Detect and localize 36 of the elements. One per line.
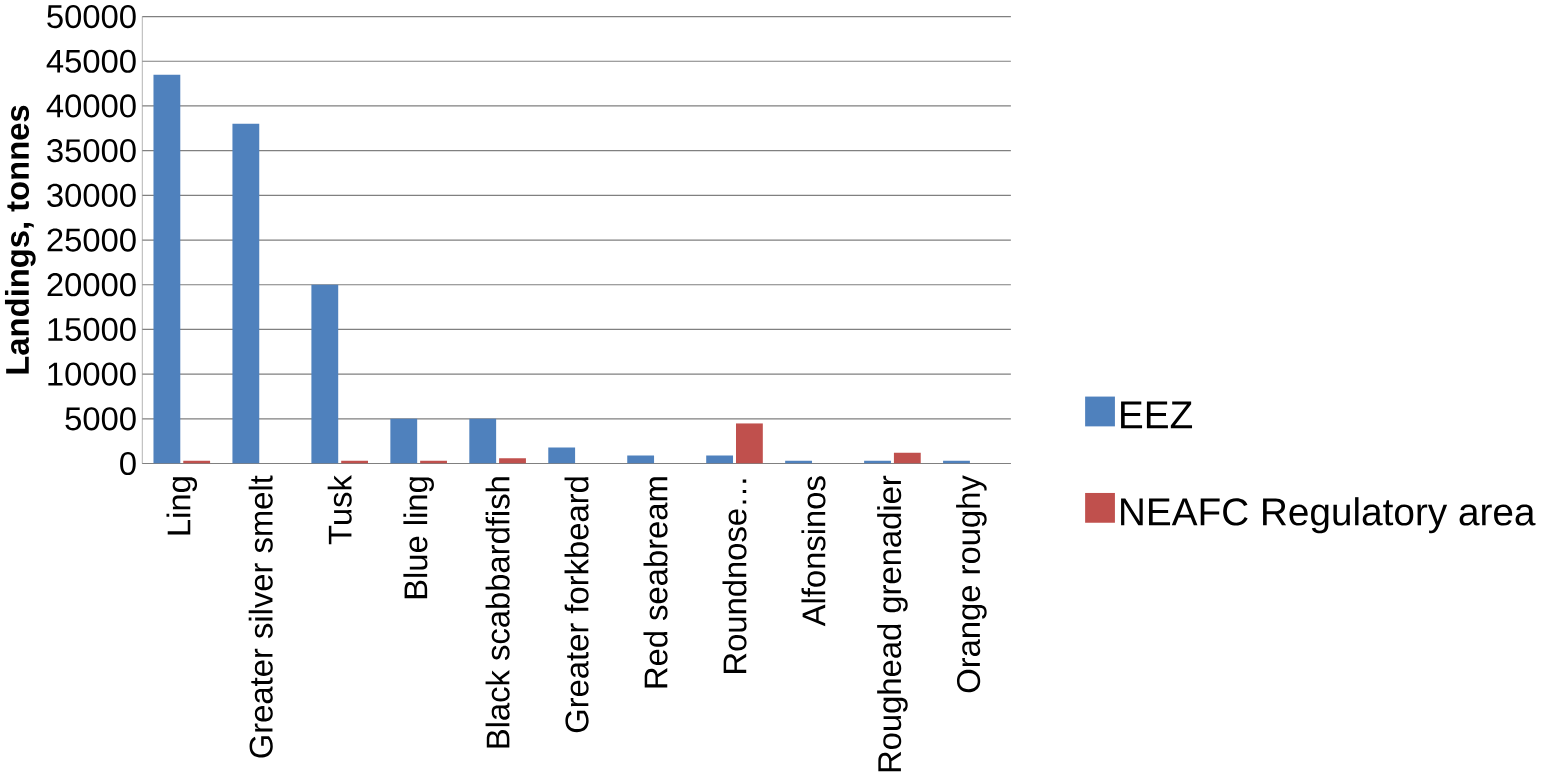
bar <box>390 418 418 464</box>
x-tick-label: Roundnose… <box>722 479 747 673</box>
x-tick-label: Roughead grenadier <box>877 475 908 772</box>
bar <box>893 452 921 464</box>
bar <box>499 458 526 464</box>
x-tick-label: Blue ling <box>403 477 434 599</box>
x-tick-label: Greater forkbeard <box>564 477 589 733</box>
y-axis-title: Landings, tonnes <box>4 105 36 374</box>
y-tick-label: 10000 <box>48 362 136 386</box>
y-tick-label: 40000 <box>46 94 136 118</box>
legend-label: EEZ <box>1121 401 1193 429</box>
bar <box>469 418 497 464</box>
y-tick-label: 35000 <box>47 139 136 163</box>
x-tick-label: Red seabream <box>643 477 668 688</box>
bar <box>706 455 734 464</box>
x-tick-label: Alfonsinos <box>801 476 826 627</box>
legend-label: NEAFC Regulatory area <box>1121 497 1536 534</box>
x-tick-label: Black scabbardfish <box>485 477 510 748</box>
bar <box>311 284 339 464</box>
x-tick-label: Ling <box>166 477 198 535</box>
bar <box>232 123 260 464</box>
bar <box>627 455 655 464</box>
y-tick-label: 0 <box>120 451 136 476</box>
y-tick-label: 50000 <box>47 4 136 29</box>
bar <box>548 447 576 464</box>
x-tick-label: Tusk <box>327 475 352 545</box>
x-tick-label: Orange roughy <box>956 475 987 693</box>
x-tick-label: Greater silver smelt <box>248 475 273 758</box>
y-tick-label: 45000 <box>46 49 136 73</box>
bar <box>736 423 763 464</box>
bar <box>153 74 181 464</box>
y-tick-label: 5000 <box>65 407 136 431</box>
y-tick-label: 15000 <box>48 317 136 342</box>
y-tick-label: 30000 <box>47 183 136 207</box>
y-tick-label: 20000 <box>47 273 136 297</box>
y-tick-label: 25000 <box>47 228 136 252</box>
